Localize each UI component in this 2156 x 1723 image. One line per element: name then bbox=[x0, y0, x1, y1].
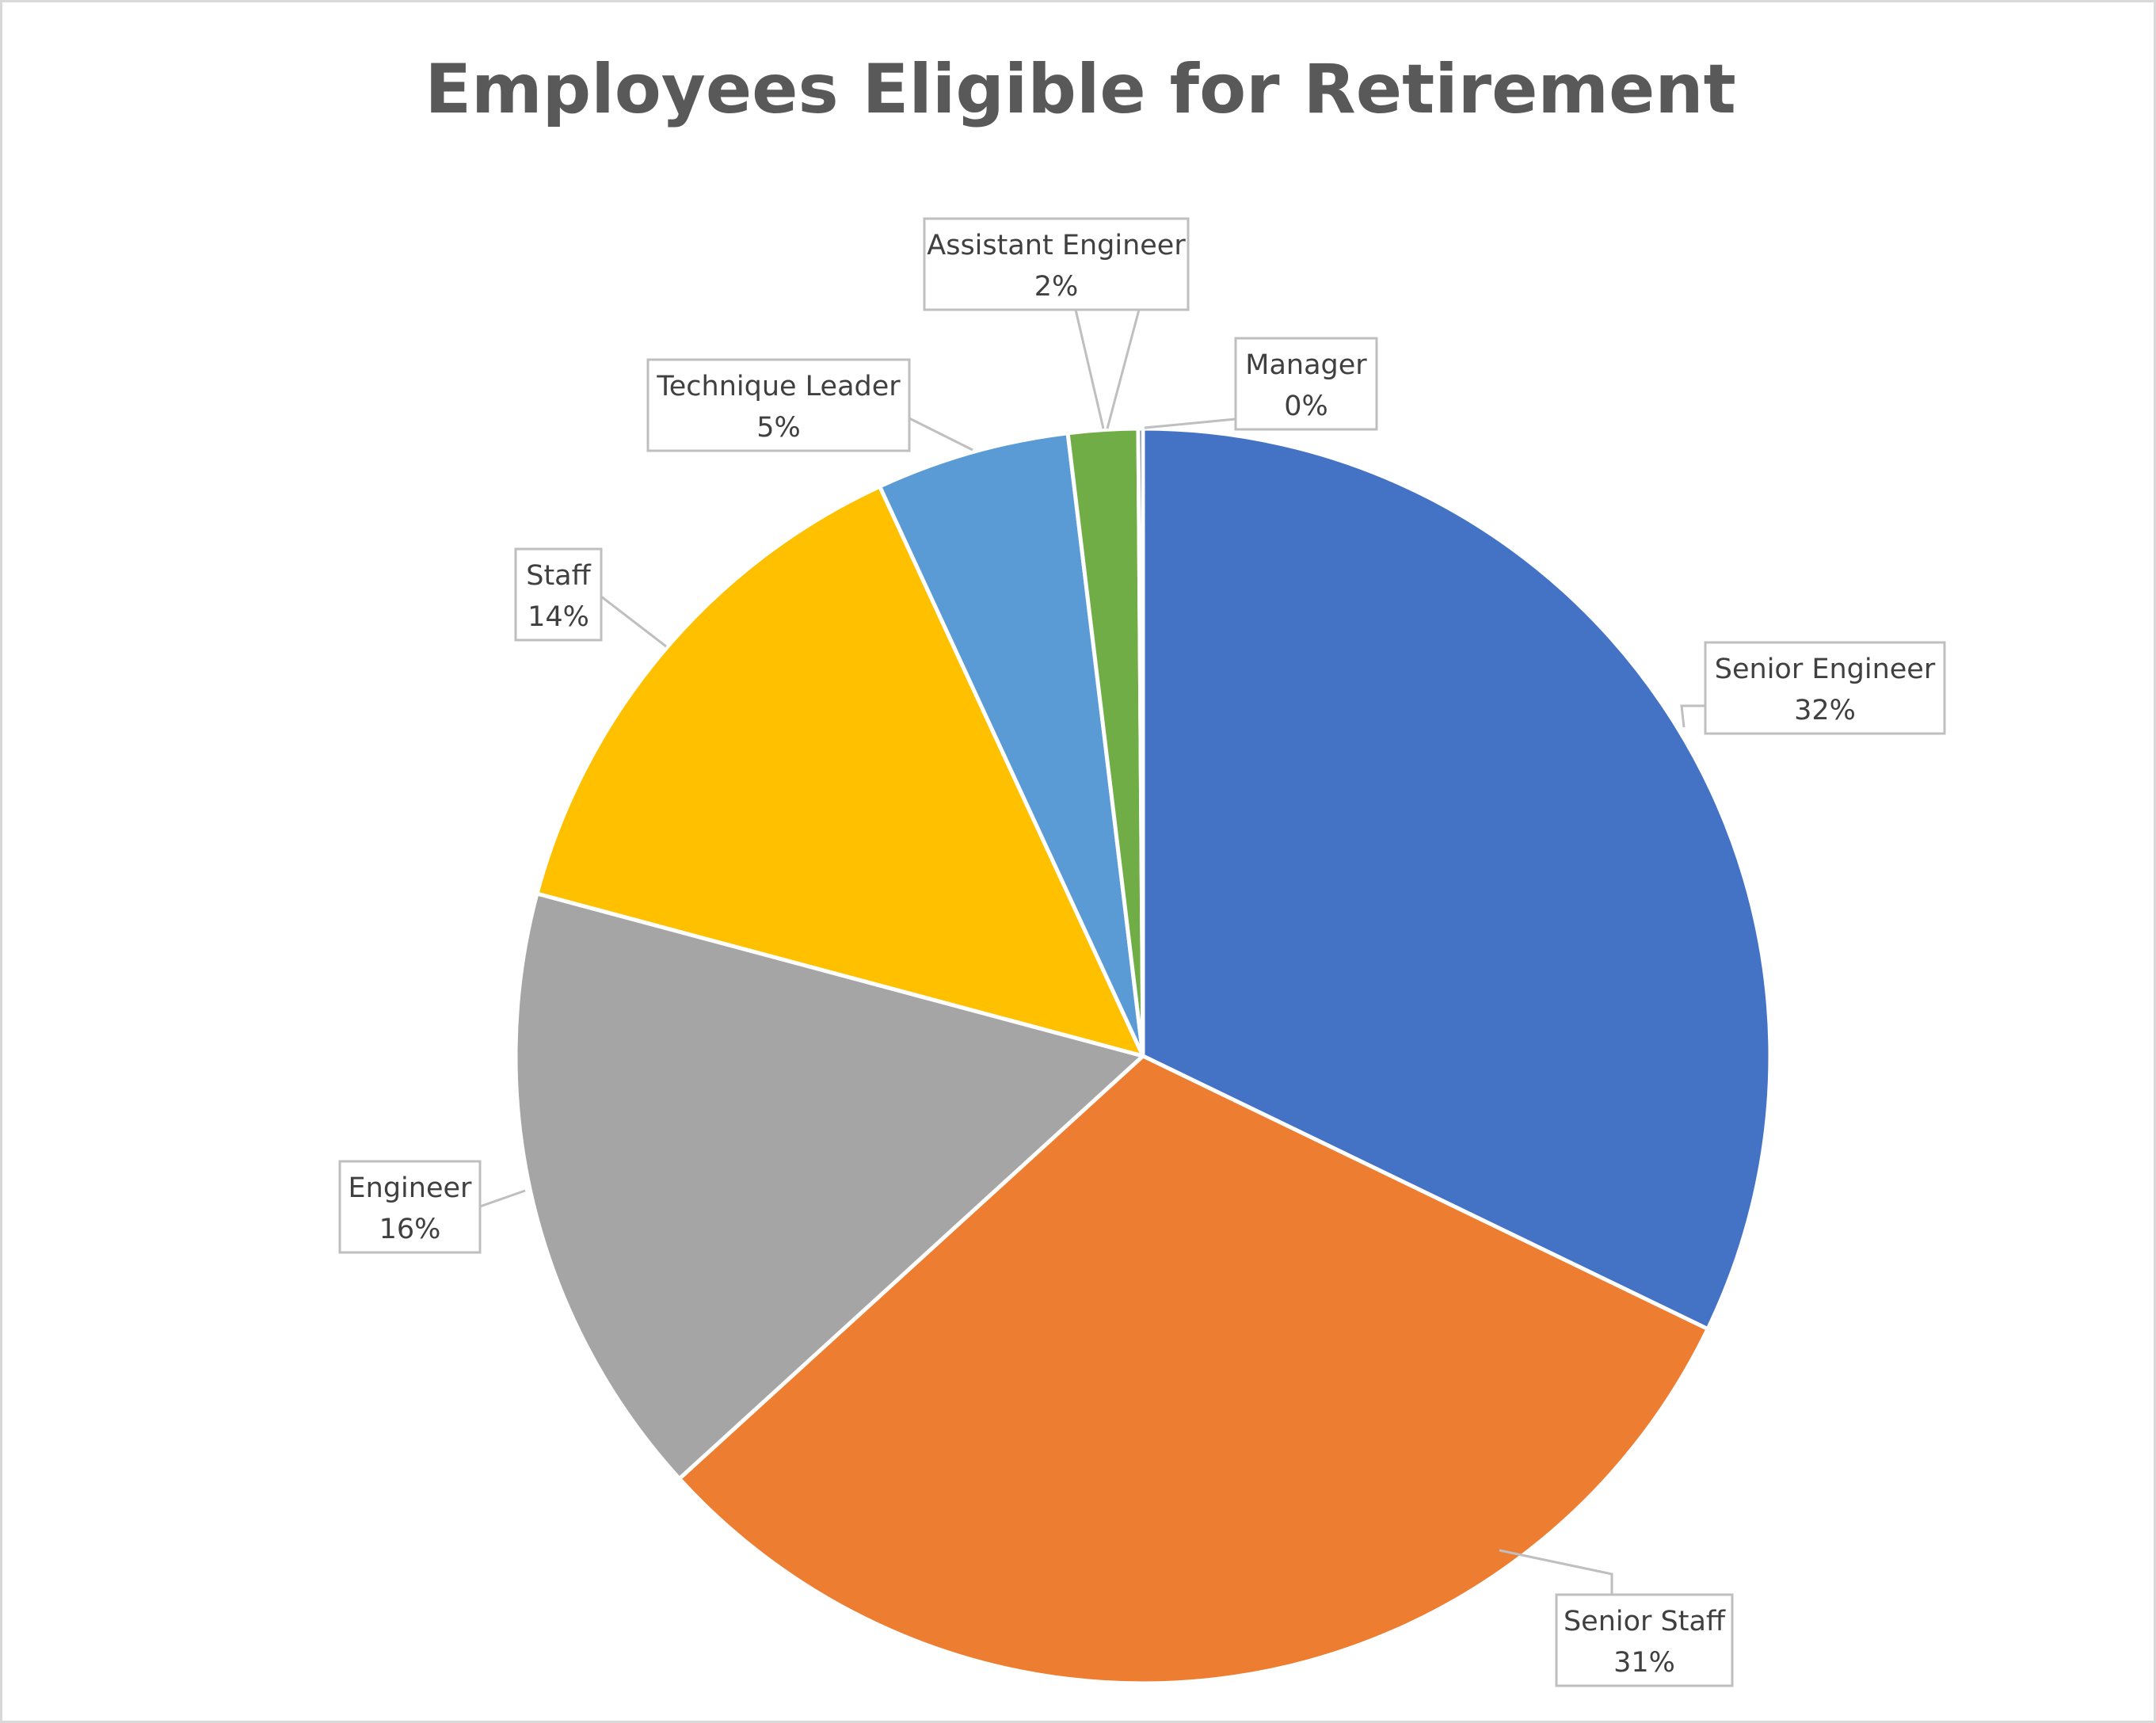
leader-line-assistant-engineer bbox=[1074, 309, 1105, 429]
callout-box bbox=[514, 547, 603, 642]
leader-line-senior-engineer bbox=[1680, 704, 1705, 728]
data-labels: Senior Engineer 32% Senior Staff 31% Enginee… bbox=[338, 217, 1946, 1687]
data-label-engineer: Engineer 16% bbox=[338, 1160, 482, 1254]
data-label-senior-staff: Senior Staff 31% bbox=[1555, 1593, 1734, 1687]
callout-box bbox=[338, 1160, 482, 1254]
pie-slices bbox=[513, 426, 1773, 1686]
data-label-category: Staff bbox=[526, 560, 591, 592]
leader-line-senior-staff bbox=[1499, 1549, 1613, 1595]
leader-lines bbox=[479, 309, 1705, 1595]
data-label-assistant-engineer: Assistant Engineer 2% bbox=[923, 217, 1190, 311]
pie-slice-senior-engineer bbox=[1141, 426, 1773, 1332]
callout-box bbox=[1234, 337, 1378, 431]
leader-line-assistant-engineer-edge bbox=[1106, 309, 1141, 429]
pie-slice-technique-leader bbox=[878, 431, 1145, 1058]
data-label-senior-engineer: Senior Engineer 32% bbox=[1704, 641, 1946, 735]
data-label-technique-leader: Technique Leader 5% bbox=[646, 358, 911, 452]
pie-slice-senior-staff bbox=[677, 1054, 1710, 1686]
data-label-percent: 16% bbox=[379, 1214, 441, 1245]
data-label-category: Manager bbox=[1245, 349, 1367, 381]
data-label-manager: Manager 0% bbox=[1234, 337, 1378, 431]
chart-title: Employees Eligible for Retirement bbox=[425, 50, 1736, 129]
data-label-category: Technique Leader bbox=[656, 371, 901, 402]
data-label-percent: 0% bbox=[1284, 391, 1328, 422]
data-label-category: Engineer bbox=[349, 1172, 472, 1204]
pie-slice-staff bbox=[535, 484, 1145, 1058]
data-label-category: Senior Engineer bbox=[1715, 654, 1936, 685]
data-label-category: Senior Staff bbox=[1564, 1606, 1726, 1637]
leader-line-manager bbox=[1144, 417, 1236, 429]
data-label-staff: Staff 14% bbox=[514, 547, 603, 642]
leader-line-engineer bbox=[479, 1189, 526, 1208]
data-label-percent: 31% bbox=[1613, 1647, 1675, 1679]
data-label-percent: 14% bbox=[528, 601, 589, 633]
callout-box bbox=[1555, 1593, 1734, 1687]
leader-line-staff bbox=[600, 595, 667, 648]
data-label-percent: 5% bbox=[756, 412, 801, 444]
callout-box bbox=[646, 358, 911, 452]
callout-box bbox=[1704, 641, 1946, 735]
pie-slice-engineer bbox=[513, 891, 1145, 1481]
data-label-category: Assistant Engineer bbox=[927, 230, 1186, 261]
data-label-percent: 2% bbox=[1034, 271, 1079, 303]
callout-box bbox=[923, 217, 1190, 311]
data-label-percent: 32% bbox=[1794, 695, 1856, 726]
pie-slice-manager bbox=[1136, 426, 1145, 1058]
leader-line-technique-leader bbox=[908, 417, 973, 452]
